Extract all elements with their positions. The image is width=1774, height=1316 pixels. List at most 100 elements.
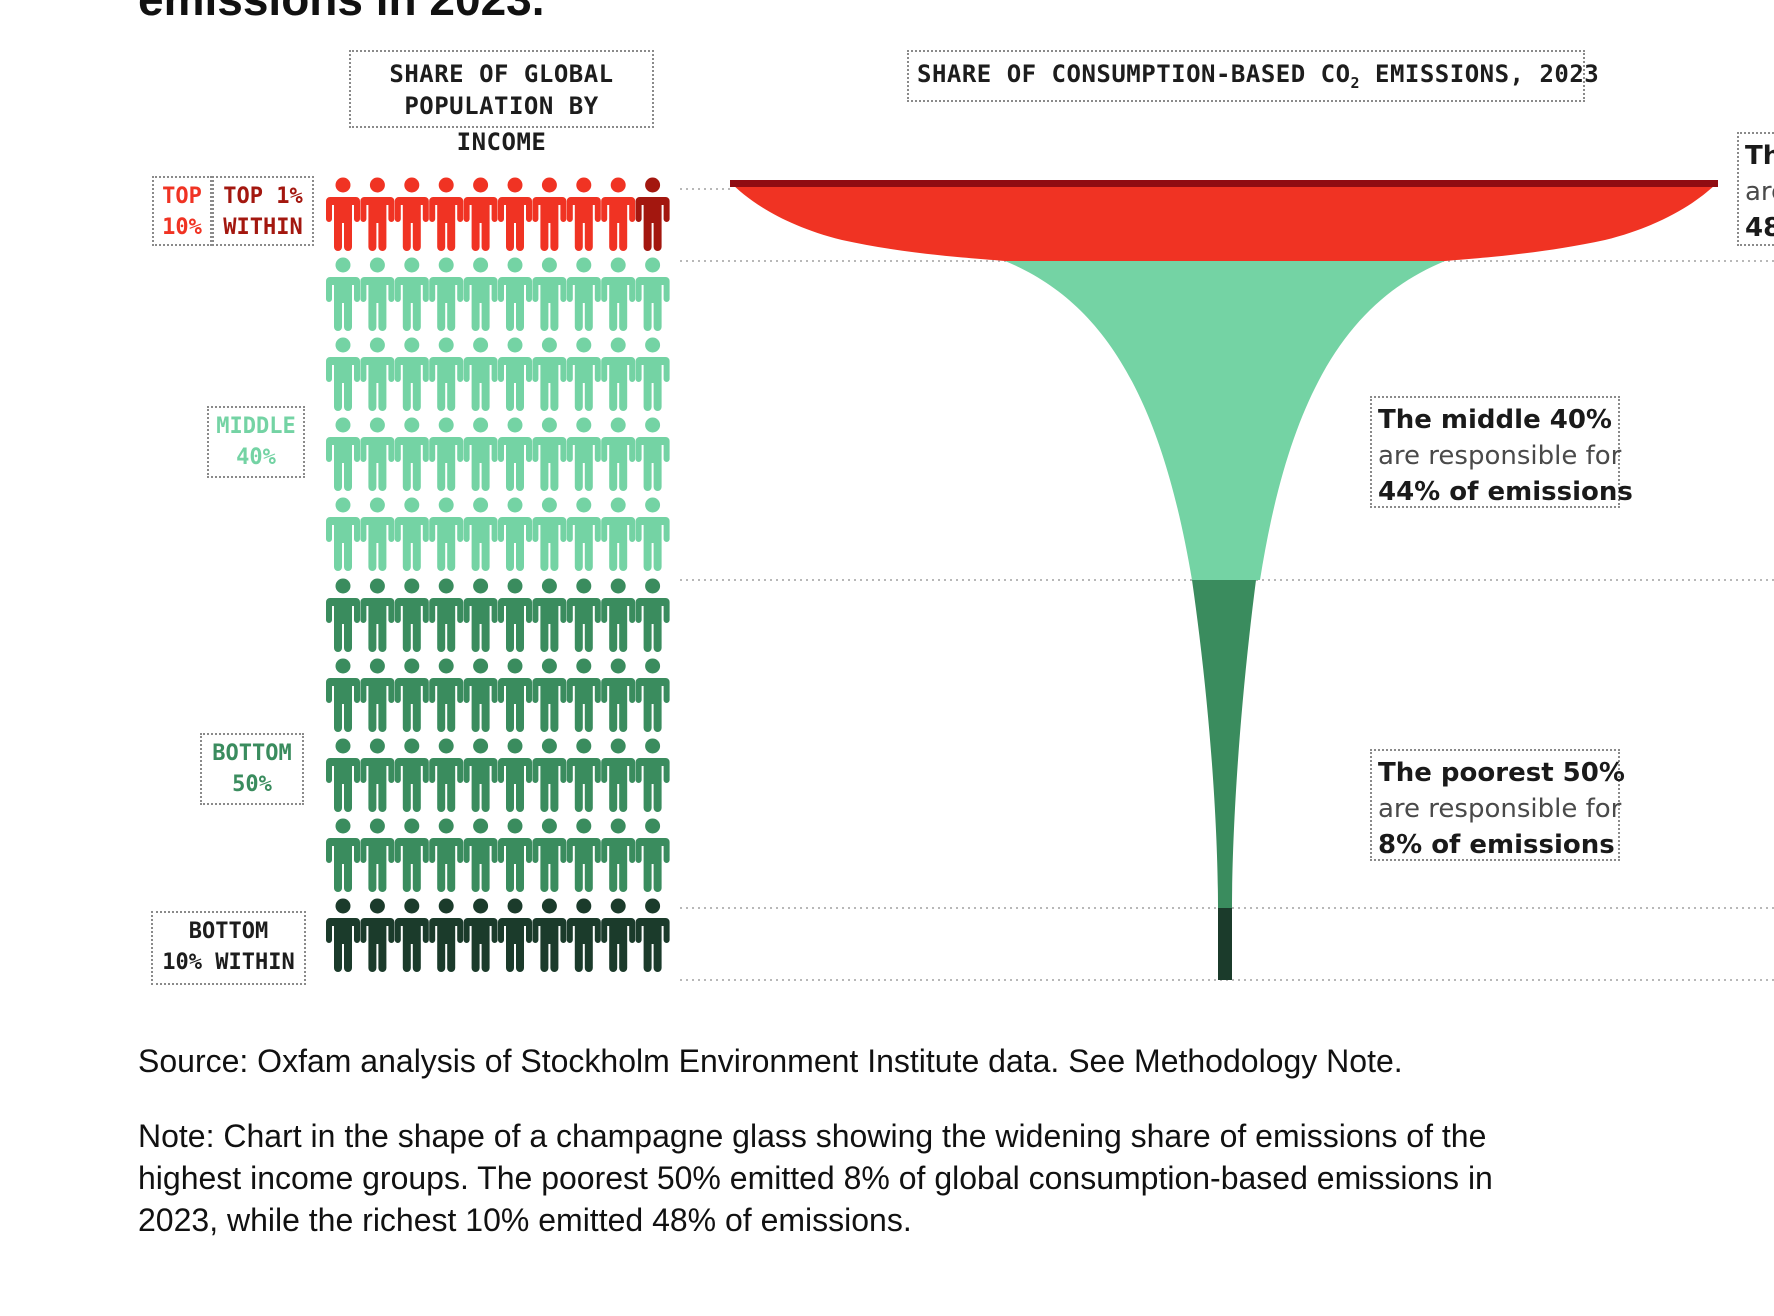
person-icon-bottom50 (360, 738, 395, 812)
glass-segment-middle40 (1005, 261, 1445, 580)
person-icon-middle40 (463, 337, 498, 411)
annotation-top10-line1: Th (1745, 141, 1774, 171)
person-icon-middle40 (566, 497, 601, 571)
group-label-top10: TOP 10% (152, 176, 212, 246)
person-icon-bottom50 (326, 658, 360, 732)
person-icon-bottom50 (635, 578, 670, 652)
person-icon-middle40 (601, 417, 636, 491)
person-icon-bottom10 (429, 898, 464, 972)
source-text: Source: Oxfam analysis of Stockholm Envi… (138, 1043, 1403, 1079)
person-icon-bottom50 (635, 658, 670, 732)
person-icon-bottom50 (429, 658, 464, 732)
person-icon-bottom50 (429, 818, 464, 892)
glass-segment-top1 (730, 180, 1718, 187)
group-label-top10-line1: TOP (162, 184, 202, 209)
person-icon-bottom50 (498, 658, 532, 732)
person-icon-bottom50 (463, 658, 498, 732)
person-icon-bottom50 (601, 658, 636, 732)
annotation-top10-line3: 48 (1745, 213, 1774, 243)
person-icon-top10 (463, 177, 498, 251)
person-icon-bottom50 (532, 818, 567, 892)
person-icon-middle40 (566, 337, 601, 411)
person-icon-bottom10 (394, 898, 429, 972)
person-icon-middle40 (532, 257, 567, 331)
group-label-middle40: MIDDLE 40% (207, 406, 305, 478)
right-header-subscript: 2 (1350, 73, 1361, 92)
person-icon-middle40 (635, 417, 670, 491)
person-icon-bottom50 (394, 658, 429, 732)
person-icon-middle40 (429, 257, 464, 331)
note-text: Note: Chart in the shape of a champagne … (138, 1118, 1493, 1238)
person-icon-bottom50 (429, 738, 464, 812)
group-label-top1-line1: TOP 1% (223, 184, 303, 209)
glass-segment-bottom50 (1192, 580, 1256, 908)
person-icon-middle40 (326, 417, 360, 491)
group-label-middle40-line2: 40% (236, 445, 276, 470)
person-icon-bottom50 (635, 818, 670, 892)
person-icon-bottom50 (326, 578, 360, 652)
person-icon-middle40 (635, 497, 670, 571)
person-icon-middle40 (463, 417, 498, 491)
person-icon-bottom50 (498, 818, 532, 892)
person-icon-bottom50 (463, 578, 498, 652)
person-icon-bottom10 (601, 898, 636, 972)
person-icon-bottom50 (463, 818, 498, 892)
person-icon-bottom50 (566, 818, 601, 892)
person-icon-bottom50 (394, 738, 429, 812)
person-icon-bottom50 (394, 818, 429, 892)
person-icon-middle40 (326, 257, 360, 331)
person-icon-middle40 (394, 497, 429, 571)
annotation-top10-line2: are (1745, 177, 1774, 207)
group-label-top10-line2: 10% (162, 215, 202, 240)
person-icon-bottom50 (498, 738, 532, 812)
person-icon-middle40 (635, 257, 670, 331)
annotation-middle40-line3: 44% of emissions (1378, 477, 1633, 507)
right-header-suffix: EMISSIONS, 2023 (1360, 60, 1600, 88)
annotation-middle40: The middle 40% are responsible for 44% o… (1370, 396, 1633, 508)
person-icon-bottom10 (463, 898, 498, 972)
right-header-text: SHARE OF CONSUMPTION-BASED CO (917, 60, 1351, 88)
person-icon-bottom50 (326, 738, 360, 812)
person-icon-middle40 (429, 337, 464, 411)
annotation-bottom50: The poorest 50% are responsible for 8% o… (1370, 749, 1625, 861)
person-icon-top10 (601, 177, 636, 251)
person-icon-middle40 (566, 257, 601, 331)
group-label-bottom50-line1: BOTTOM (212, 741, 292, 766)
person-icon-bottom50 (601, 818, 636, 892)
person-icon-middle40 (532, 417, 567, 491)
person-icon-middle40 (394, 257, 429, 331)
person-icon-middle40 (360, 417, 395, 491)
person-icon-bottom50 (360, 818, 395, 892)
person-icon-middle40 (601, 257, 636, 331)
person-icon-middle40 (498, 417, 532, 491)
person-icon-top1 (635, 177, 670, 251)
person-icon-middle40 (326, 497, 360, 571)
annotation-bottom50-line1: The poorest 50% (1378, 758, 1625, 788)
person-icon-middle40 (498, 497, 532, 571)
left-header-line1: SHARE OF GLOBAL (389, 60, 614, 88)
person-icon-middle40 (394, 417, 429, 491)
person-icon-middle40 (601, 337, 636, 411)
annotation-bottom50-line2: are responsible for (1378, 794, 1622, 824)
person-icon-middle40 (498, 257, 532, 331)
person-icon-bottom50 (566, 658, 601, 732)
person-icon-middle40 (532, 337, 567, 411)
annotation-bottom50-line3: 8% of emissions (1378, 830, 1615, 860)
annotation-top10: Th are 48 (1737, 132, 1774, 246)
annotation-middle40-line1: The middle 40% (1378, 405, 1612, 435)
person-icon-middle40 (360, 257, 395, 331)
person-icon-middle40 (429, 417, 464, 491)
glass-segment-top10 (730, 182, 1718, 261)
person-icon-bottom50 (360, 578, 395, 652)
person-icon-middle40 (601, 497, 636, 571)
person-icon-bottom50 (326, 818, 360, 892)
person-icon-bottom50 (532, 578, 567, 652)
group-label-top1-line2: WITHIN (223, 215, 303, 240)
person-icon-bottom50 (601, 738, 636, 812)
person-icon-bottom50 (601, 578, 636, 652)
person-icon-top10 (326, 177, 360, 251)
person-icon-bottom50 (429, 578, 464, 652)
person-icon-top10 (498, 177, 532, 251)
person-icon-middle40 (394, 337, 429, 411)
